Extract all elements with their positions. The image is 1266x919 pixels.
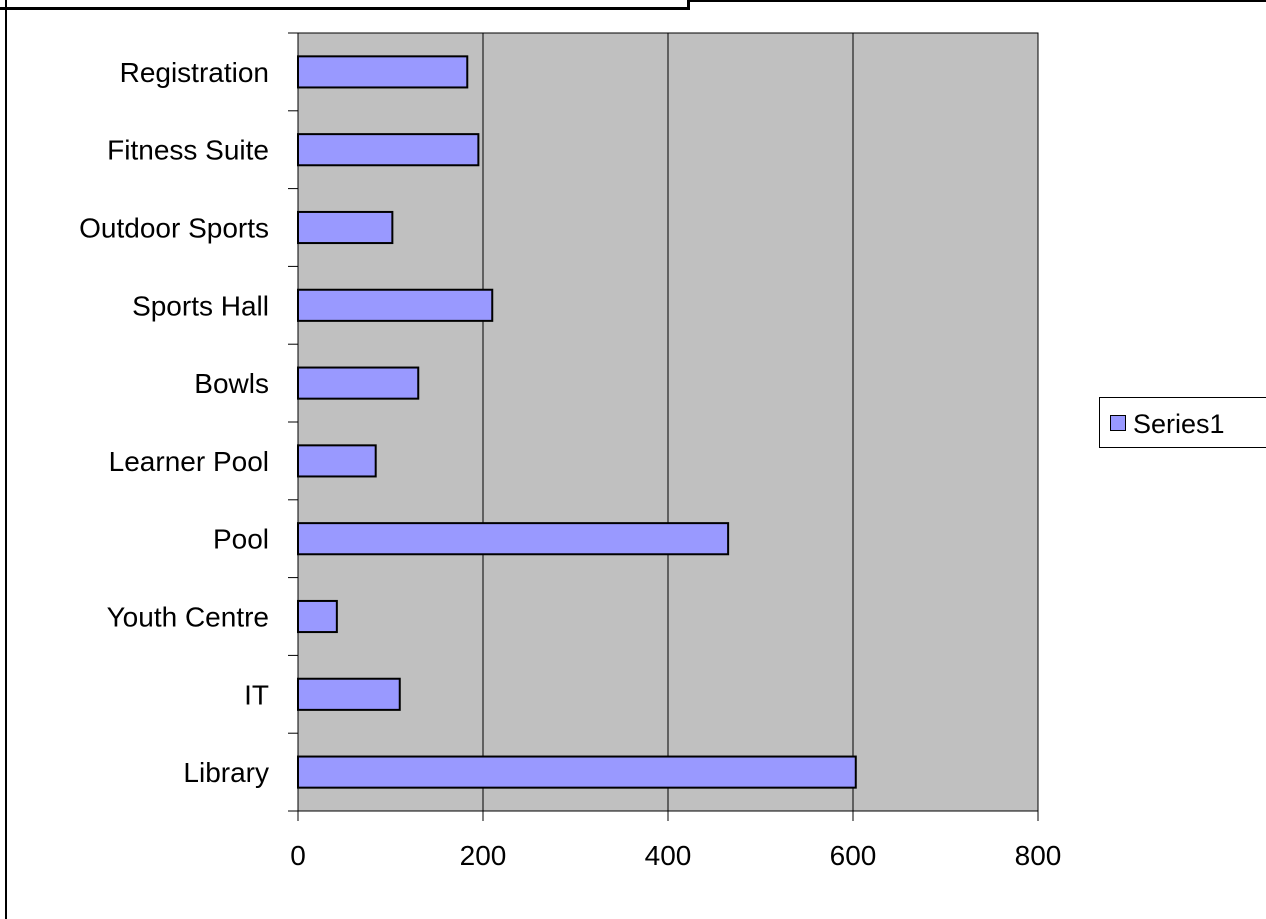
bars	[297, 55, 857, 789]
y-tick-label: Pool	[213, 524, 269, 555]
y-tick-label: Registration	[120, 57, 269, 88]
bar-learner-pool	[297, 444, 377, 478]
frame-top-border	[0, 0, 690, 10]
y-tick-label: Sports Hall	[132, 290, 269, 321]
y-tick-label: Learner Pool	[109, 446, 269, 477]
bar-it	[297, 677, 401, 711]
x-tick-label: 400	[645, 840, 692, 871]
y-tick-label: Youth Centre	[107, 602, 269, 633]
bar-youth-centre	[297, 599, 338, 634]
legend: Series1	[1099, 397, 1266, 448]
bar-library	[297, 755, 857, 789]
x-axis: 0 200 400 600 800	[290, 810, 1062, 871]
y-tick-label: Outdoor Sports	[79, 213, 269, 244]
x-tick-label: 600	[830, 840, 877, 871]
bar-outdoor-sports	[297, 210, 394, 245]
x-tick-label: 200	[460, 840, 507, 871]
x-tick-label: 0	[290, 840, 306, 871]
bar-sports-hall	[297, 288, 494, 322]
legend-swatch	[1110, 415, 1126, 431]
y-tick-label: Fitness Suite	[107, 135, 269, 166]
x-tick-label: 800	[1015, 840, 1062, 871]
y-tick-label: Library	[183, 757, 269, 788]
frame-top-right-border	[690, 0, 1266, 2]
frame-left-border	[0, 0, 7, 919]
y-axis: Library IT Youth Centre Pool Learner Pool Bow…	[79, 32, 299, 812]
bar-registration	[297, 55, 469, 89]
y-tick-label: IT	[244, 679, 269, 710]
gridlines	[482, 33, 854, 811]
bar-fitness-suite	[297, 133, 480, 167]
y-tick-label: Bowls	[194, 368, 269, 399]
legend-label: Series1	[1133, 409, 1225, 439]
bar-pool	[297, 522, 730, 556]
bar-bowls	[297, 366, 420, 400]
